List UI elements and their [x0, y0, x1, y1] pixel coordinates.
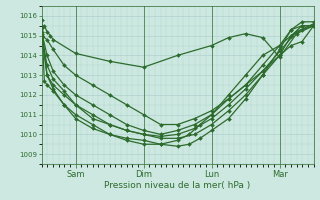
X-axis label: Pression niveau de la mer( hPa ): Pression niveau de la mer( hPa ) [104, 181, 251, 190]
